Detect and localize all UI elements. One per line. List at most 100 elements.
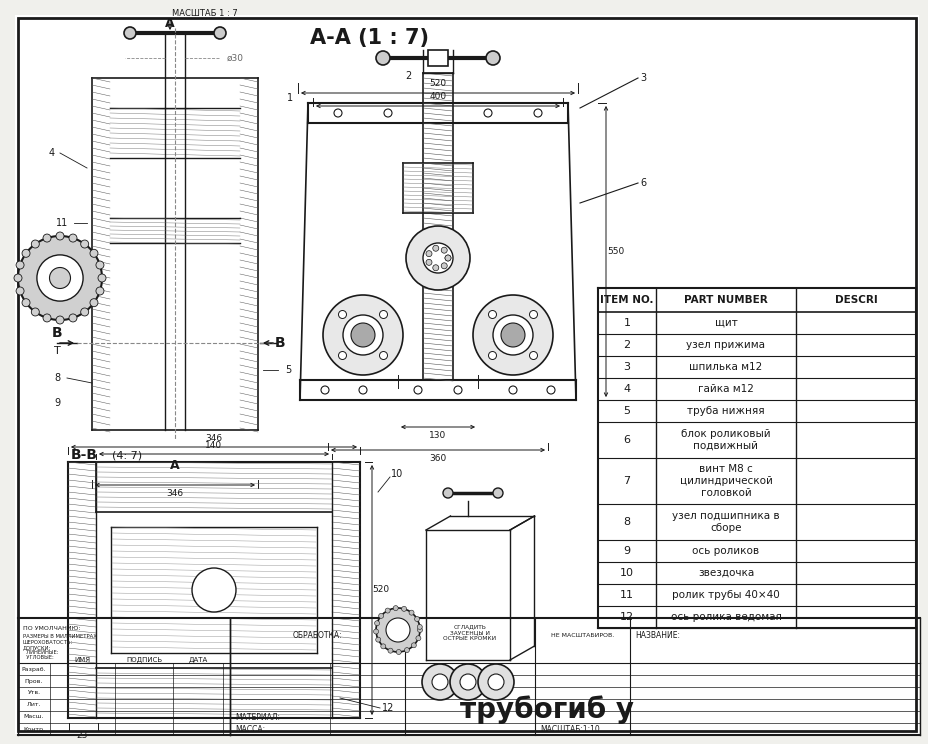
Text: Пров.: Пров. [25,679,43,684]
Circle shape [432,246,438,251]
Text: 1: 1 [287,93,292,103]
Text: узел подшипника в
сборе: узел подшипника в сборе [672,511,779,533]
Text: гайка м12: гайка м12 [697,384,754,394]
Circle shape [385,608,390,613]
Circle shape [386,618,409,642]
Text: 360: 360 [429,454,446,463]
Text: 23: 23 [76,731,87,740]
Circle shape [417,624,422,629]
Text: PART NUMBER: PART NUMBER [683,295,767,305]
Circle shape [22,298,30,307]
Text: щит: щит [714,318,737,328]
Circle shape [432,265,438,271]
Text: 9: 9 [54,398,60,408]
Text: B: B [52,326,62,340]
Text: 2: 2 [405,71,411,81]
Circle shape [500,323,524,347]
Text: 12: 12 [619,612,634,622]
Text: 346: 346 [166,489,184,498]
Text: ITEM NO.: ITEM NO. [599,295,653,305]
Circle shape [401,606,406,612]
Circle shape [56,316,64,324]
Text: МАТЕРИАЛ:: МАТЕРИАЛ: [235,713,279,722]
Circle shape [323,295,403,375]
Circle shape [43,314,51,322]
Circle shape [380,310,387,318]
Text: ИМЯ: ИМЯ [74,657,90,663]
Text: 400: 400 [429,92,446,100]
Circle shape [192,568,236,612]
Circle shape [383,109,392,117]
Text: 7: 7 [54,278,60,288]
Circle shape [547,386,554,394]
Text: 12: 12 [381,703,393,713]
Text: ПО УМОЛЧАНИЮ:: ПО УМОЛЧАНИЮ: [23,626,81,631]
Text: 6: 6 [639,178,645,188]
Text: 550: 550 [607,247,624,256]
Text: 1: 1 [623,318,630,328]
Text: 2: 2 [623,340,630,350]
Circle shape [379,613,383,618]
Text: ДАТА: ДАТА [188,657,207,663]
Circle shape [334,109,342,117]
Circle shape [396,650,401,655]
Circle shape [96,261,104,269]
Text: шпилька м12: шпилька м12 [689,362,762,372]
Circle shape [432,674,447,690]
Circle shape [488,310,496,318]
Bar [428,50,447,66]
Text: DESCRI: DESCRI [833,295,876,305]
Text: 3: 3 [639,73,645,83]
Circle shape [459,674,475,690]
Circle shape [16,261,24,269]
Circle shape [338,351,346,359]
Circle shape [22,249,30,257]
Text: 130: 130 [429,431,446,440]
Circle shape [449,664,485,700]
Circle shape [488,351,496,359]
Circle shape [376,51,390,65]
Circle shape [534,109,541,117]
Text: МАСШТАБ:1:10: МАСШТАБ:1:10 [539,725,599,734]
Circle shape [493,315,533,355]
Text: ШЕРОХОВАТОСТЬ:: ШЕРОХОВАТОСТЬ: [23,640,73,645]
Circle shape [338,310,346,318]
Circle shape [351,323,375,347]
Text: 9: 9 [623,546,630,556]
Circle shape [90,249,97,257]
Circle shape [49,268,71,289]
Text: 8: 8 [623,517,630,527]
Text: ось роликов: ось роликов [691,546,759,556]
Text: СГЛАДИТЬ
ЗАУСЕНЦЫ И
ОСТРЫЕ КРОМКИ: СГЛАДИТЬ ЗАУСЕНЦЫ И ОСТРЫЕ КРОМКИ [443,624,496,641]
Circle shape [441,247,446,253]
Circle shape [485,51,499,65]
Circle shape [32,308,39,316]
Text: Лит.: Лит. [27,702,41,708]
Circle shape [487,674,504,690]
Circle shape [14,274,22,282]
Text: 10: 10 [391,469,403,479]
Text: ролик трубы 40×40: ролик трубы 40×40 [671,590,779,600]
Text: МАСШТАБ 1 : 7: МАСШТАБ 1 : 7 [172,8,238,18]
Text: 520: 520 [372,586,389,594]
Text: Масш.: Масш. [24,714,45,719]
Circle shape [416,635,420,641]
Text: 5: 5 [285,365,290,375]
Circle shape [478,664,513,700]
Text: (4: 7): (4: 7) [111,450,142,460]
Text: 3: 3 [623,362,630,372]
Circle shape [393,606,398,611]
Text: 5: 5 [623,406,630,416]
Circle shape [414,386,421,394]
Circle shape [81,308,88,316]
Circle shape [123,27,135,39]
Text: РАЗМЕРЫ В МИЛЛИМЕТРАХ: РАЗМЕРЫ В МИЛЛИМЕТРАХ [23,634,97,639]
Circle shape [56,232,64,240]
Text: 520: 520 [429,79,446,88]
Text: 140: 140 [205,440,223,449]
Text: Контр.: Контр. [23,726,45,731]
Circle shape [426,251,432,257]
Text: МАССА:: МАССА: [235,725,264,734]
Text: НЕ МАСШТАБИРОВ.: НЕ МАСШТАБИРОВ. [550,633,613,638]
Text: 7: 7 [623,476,630,486]
